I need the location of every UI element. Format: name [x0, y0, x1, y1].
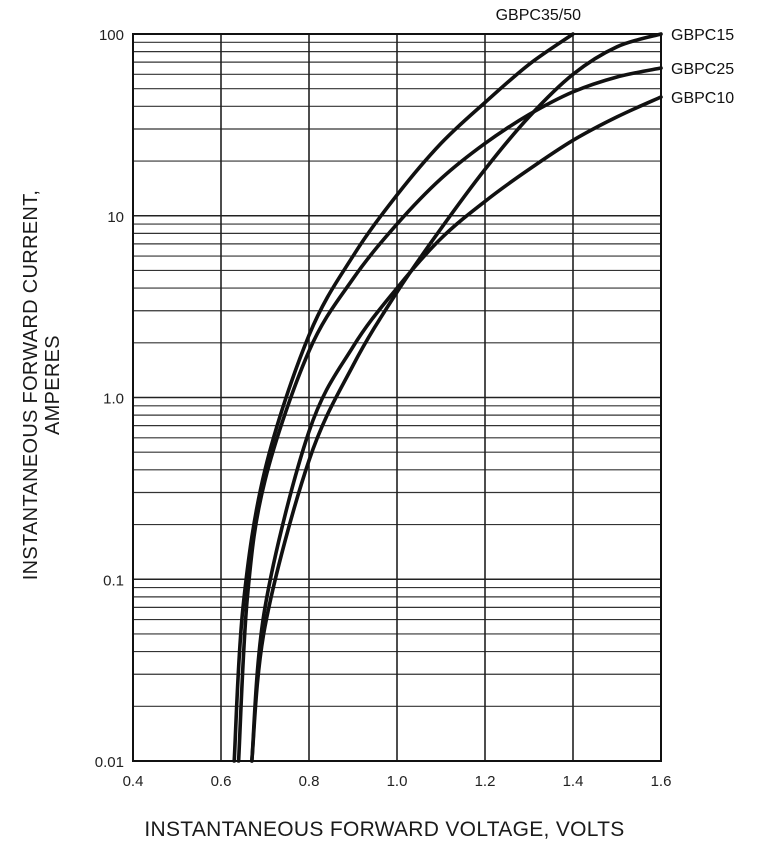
plot-frame — [132, 33, 662, 762]
x-axis-label: INSTANTANEOUS FORWARD VOLTAGE, VOLTS — [144, 818, 625, 841]
series-line-gbpc35-50 — [232, 32, 575, 763]
x-tick-label: 1.0 — [387, 773, 408, 790]
y-tick-label: 1.0 — [103, 391, 124, 408]
y-tick-label: 0.1 — [103, 572, 124, 589]
y-tick-label: 100 — [99, 27, 124, 44]
y-tick-labels: 0.01 0.1 1.0 10 100 — [95, 27, 124, 771]
y-axis-label-line-2: AMPERES — [42, 335, 64, 435]
x-tick-label: 0.4 — [123, 773, 144, 790]
x-tick-label: 0.6 — [211, 773, 232, 790]
series-label-gbpc25: GBPC25 — [671, 61, 734, 78]
series-lines — [232, 32, 663, 763]
series-label-gbpc15: GBPC15 — [671, 27, 734, 44]
x-tick-labels: 0.4 0.6 0.8 1.0 1.2 1.4 1.6 — [123, 773, 672, 790]
series-line-gbpc25 — [236, 66, 663, 763]
series-line-gbpc10 — [250, 95, 663, 763]
y-tick-label: 10 — [107, 209, 124, 226]
series-label-gbpc35-50: GBPC35/50 — [496, 7, 581, 24]
x-tick-label: 1.6 — [651, 773, 672, 790]
x-tick-label: 1.2 — [475, 773, 496, 790]
series-label-gbpc10: GBPC10 — [671, 90, 734, 107]
series-labels: GBPC35/50 GBPC15 GBPC25 GBPC10 — [496, 7, 735, 107]
y-tick-label: 0.01 — [95, 754, 124, 771]
x-tick-label: 1.4 — [563, 773, 584, 790]
y-axis-label-line-1: INSTANTANEOUS FORWARD CURRENT, — [20, 189, 42, 581]
x-tick-label: 0.8 — [299, 773, 320, 790]
